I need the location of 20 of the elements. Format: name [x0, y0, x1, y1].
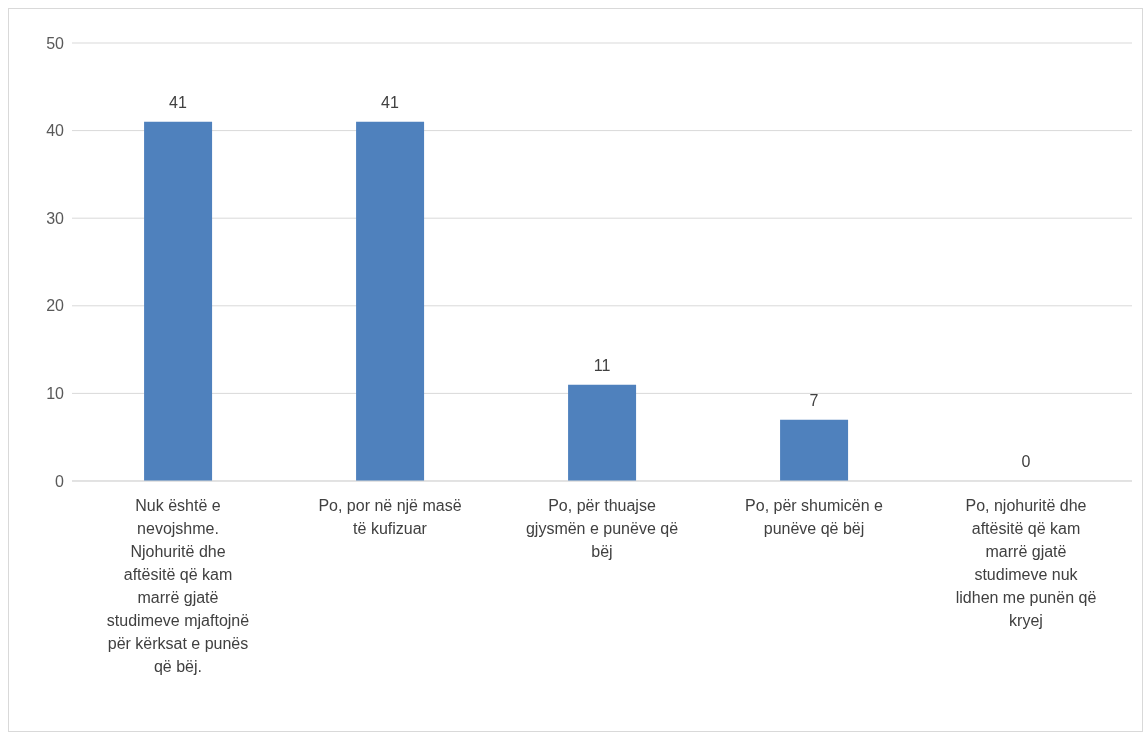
- bar: [356, 121, 425, 481]
- data-label: 41: [169, 93, 187, 111]
- data-label: 11: [593, 356, 611, 374]
- y-tick-label: 10: [46, 385, 65, 403]
- y-tick-label: 20: [46, 297, 65, 315]
- x-tick-label: Po, por në një masë të kufizuar: [318, 497, 462, 537]
- data-label: 7: [809, 391, 819, 409]
- y-tick-label: 50: [46, 34, 65, 52]
- bar: [780, 419, 849, 481]
- x-tick-label: Nuk është e nevojshme. Njohuritë dhe aftësitë që kam marrë gjatë studimeve mjaftojnë për kërksat e punës që bëj.: [106, 497, 250, 675]
- y-tick-label: 0: [55, 472, 65, 490]
- y-tick-label: 30: [46, 209, 65, 227]
- bar: [568, 384, 637, 481]
- x-tick-label: Po, për thuajse gjysmën e punëve që bëj: [525, 497, 679, 560]
- x-tick-label: Po, njohuritë dhe aftësitë që kam marrë gjatë studimeve nuk lidhen me punën që kryej: [955, 497, 1097, 629]
- bar: [144, 121, 213, 481]
- x-tick-label: Po, për shumicën e punëve që bëj: [745, 497, 884, 537]
- data-label: 0: [1021, 453, 1031, 470]
- y-tick-label: 40: [46, 122, 65, 140]
- data-label: 41: [381, 93, 399, 111]
